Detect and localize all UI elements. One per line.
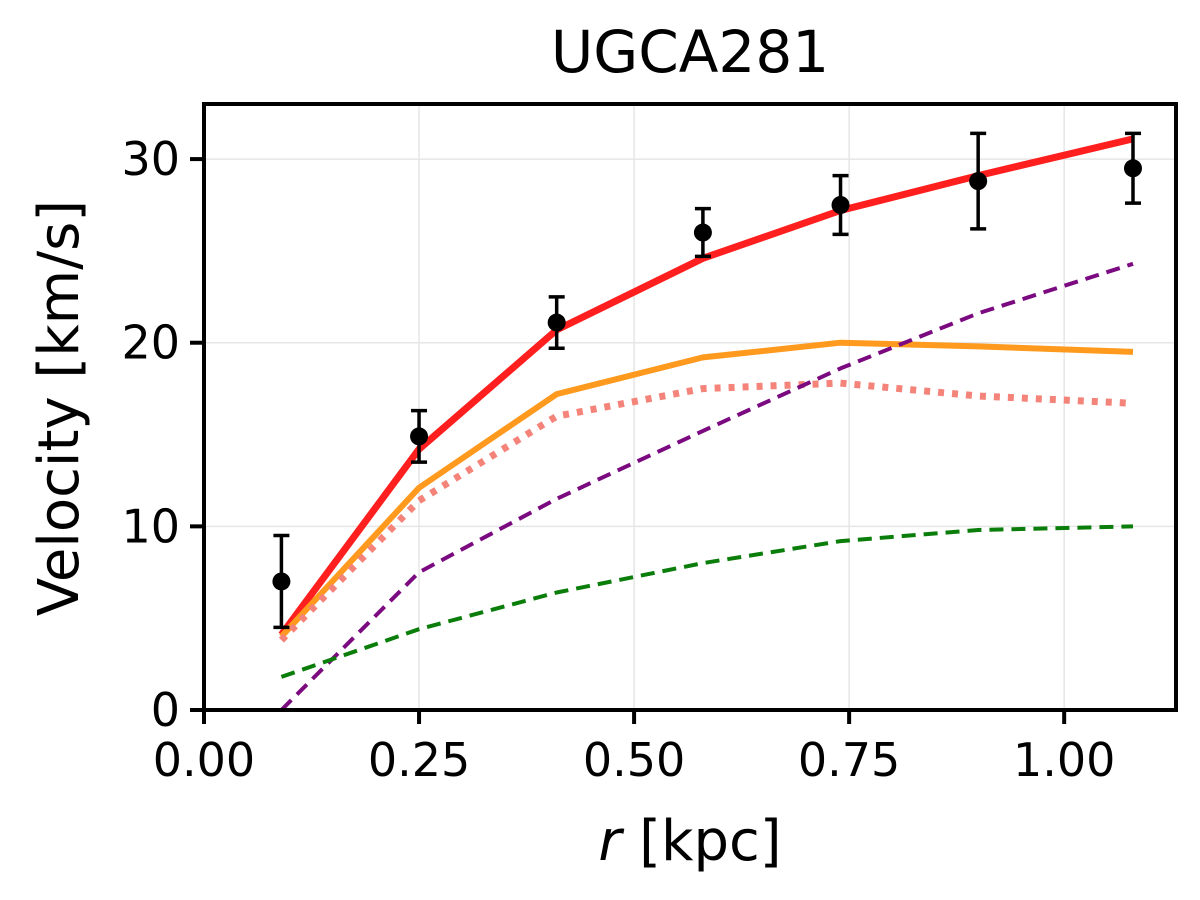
observed-point <box>410 408 429 464</box>
data-point-marker <box>272 572 291 591</box>
y-tick-label: 10 <box>121 499 180 553</box>
observed-point <box>693 206 712 259</box>
observed-point <box>547 295 566 350</box>
x-tick-label: 0.50 <box>583 733 685 787</box>
data-point-marker <box>1123 159 1142 178</box>
data-point-marker <box>969 172 988 191</box>
y-axis-ticks: 0 10 20 30 <box>121 132 204 737</box>
x-tick-label: 0.00 <box>153 733 255 787</box>
y-tick-label: 0 <box>151 683 180 737</box>
data-point-marker <box>693 223 712 242</box>
x-tick-label: 0.75 <box>798 733 900 787</box>
series-line-dark-halo <box>279 261 1134 712</box>
x-tick-label: 1.00 <box>1013 733 1115 787</box>
chart-title: UGCA281 <box>551 18 829 86</box>
x-axis-label: r [kpc] <box>598 809 781 874</box>
observed-point <box>831 173 850 237</box>
data-point-marker <box>831 196 850 214</box>
y-tick-label: 30 <box>121 132 180 186</box>
model-curves <box>278 135 1134 712</box>
observed-point <box>969 131 988 231</box>
data-point-marker <box>410 427 429 446</box>
series-line-gas <box>278 379 1134 643</box>
plot-frame <box>202 102 1178 712</box>
observed-points <box>272 131 1142 630</box>
x-axis-unit: [kpc] <box>621 809 781 874</box>
x-tick-label: 0.25 <box>368 733 470 787</box>
y-tick-label: 20 <box>121 316 180 370</box>
x-axis-variable: r <box>598 809 624 874</box>
observed-point <box>1123 131 1142 205</box>
observed-point <box>272 533 291 630</box>
data-point-marker <box>547 313 566 332</box>
x-axis-ticks: 0.00 0.25 0.50 0.75 1.00 <box>153 710 1115 787</box>
y-axis-label: Velocity [km/s] <box>27 200 92 616</box>
grid-lines <box>203 104 1176 711</box>
series-line-total <box>278 135 1134 637</box>
series-line-baryonic <box>279 339 1134 639</box>
series-line-stellar-disk <box>280 524 1134 679</box>
